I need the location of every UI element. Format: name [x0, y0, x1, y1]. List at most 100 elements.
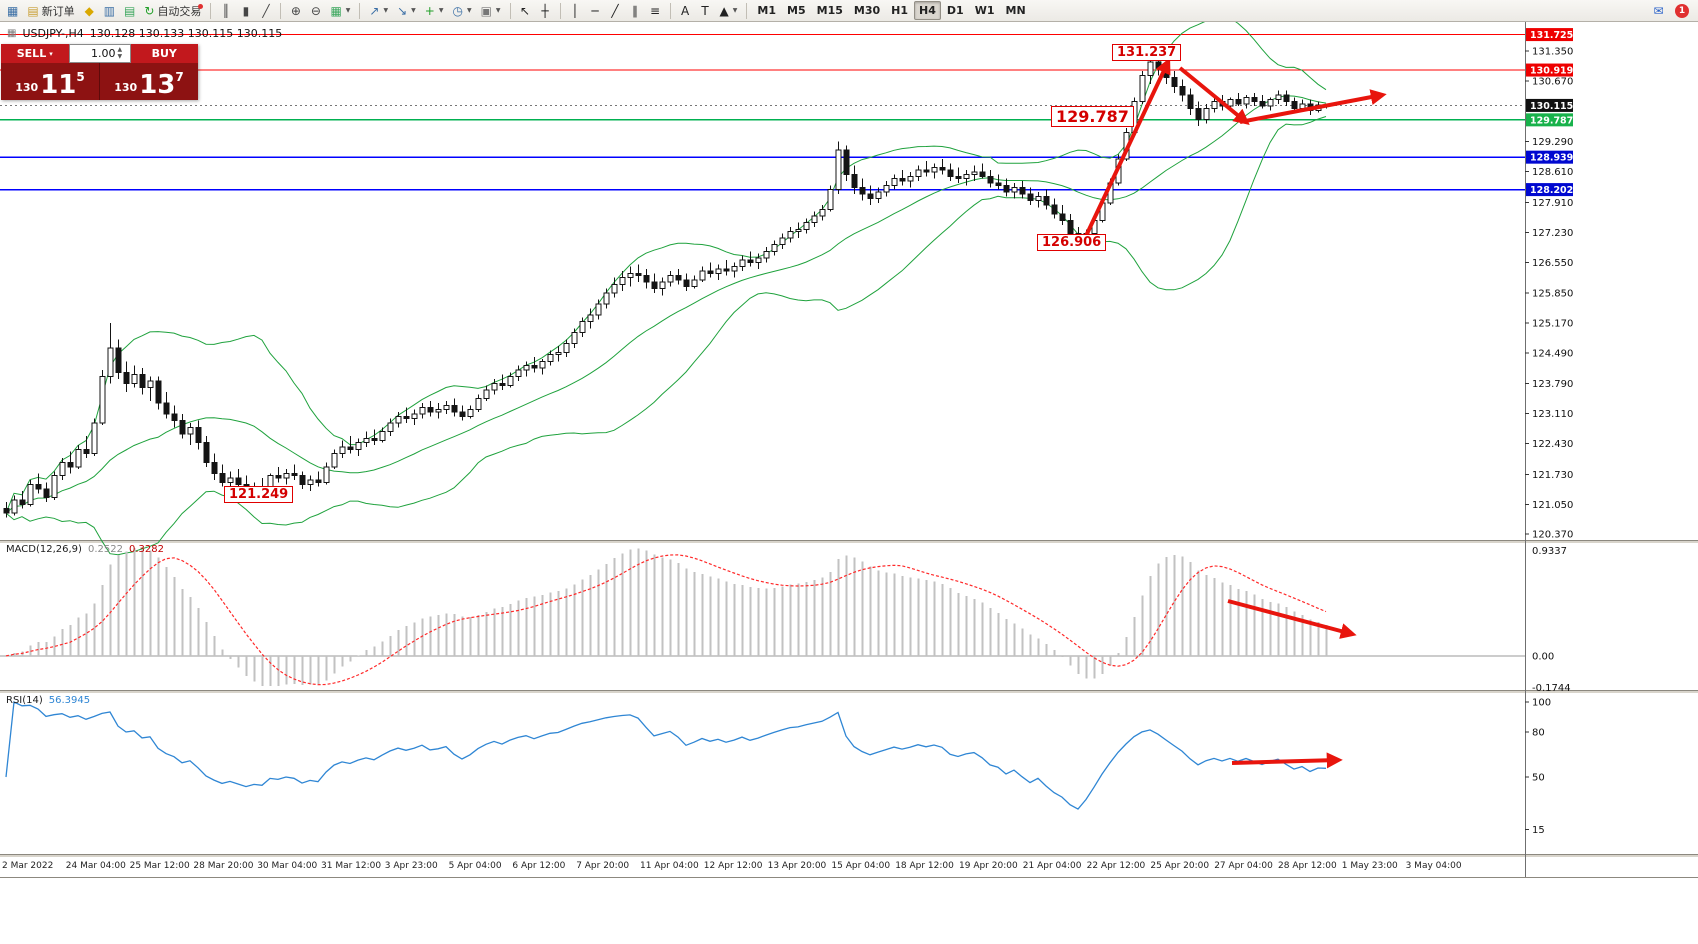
- svg-text:127.910: 127.910: [1532, 198, 1573, 209]
- tile-windows-icon[interactable]: ▦ ▼: [326, 1, 354, 20]
- svg-text:123.790: 123.790: [1532, 379, 1573, 390]
- timeframe-h1[interactable]: H1: [886, 1, 913, 20]
- timeframe-m30[interactable]: M30: [849, 1, 885, 20]
- line-chart-icon[interactable]: ╱: [256, 1, 275, 20]
- text-label-icon[interactable]: T: [696, 1, 715, 20]
- vertical-line-icon[interactable]: │: [566, 1, 585, 20]
- app-icon[interactable]: ▦: [3, 1, 22, 20]
- svg-text:50: 50: [1532, 773, 1545, 784]
- autotrading-button[interactable]: ↻ 自动交易: [140, 1, 205, 20]
- toolbar-separator: [559, 2, 561, 19]
- timeframe-w1[interactable]: W1: [970, 1, 1000, 20]
- timeframe-d1-label: D1: [946, 4, 964, 17]
- svg-text:28 Apr 12:00: 28 Apr 12:00: [1278, 861, 1337, 871]
- bar-chart-icon[interactable]: ║: [216, 1, 235, 20]
- crosshair-icon: ┼: [541, 3, 549, 18]
- horizontal-line-icon[interactable]: ─: [586, 1, 605, 20]
- price-axis: 131.350 130.670 129.290 128.610 127.910 127.2…: [1525, 47, 1573, 541]
- text-icon[interactable]: A: [676, 1, 695, 20]
- template-icon[interactable]: ▣ ▼: [477, 1, 505, 20]
- volume-input[interactable]: [69, 47, 118, 60]
- toolbar-separator: [509, 2, 511, 19]
- cursor-icon: ↖: [520, 3, 531, 18]
- sell-button[interactable]: SELL ▾: [1, 44, 69, 63]
- bollinger-bands: [5, 16, 1327, 556]
- macd-name: MACD(12,26,9): [6, 544, 82, 555]
- timeframe-m15[interactable]: M15: [812, 1, 848, 20]
- sell-price[interactable]: 130 11 5: [1, 63, 99, 100]
- gold-icon[interactable]: ◆: [80, 1, 99, 20]
- timeframe-h1-label: H1: [891, 4, 909, 17]
- add-indicator-icon[interactable]: + ▼: [421, 1, 448, 20]
- autotrading-button-icon: ↻: [144, 3, 155, 18]
- macd-signal-value: 0.3282: [128, 544, 164, 555]
- timeframe-h4[interactable]: H4: [914, 1, 941, 20]
- svg-text:28 Mar 20:00: 28 Mar 20:00: [193, 861, 253, 871]
- timeframe-m1[interactable]: M1: [752, 1, 781, 20]
- new-order-button[interactable]: ▤ 新订单: [23, 1, 78, 20]
- rsi-indicator-label: RSI(14) 56.3945: [6, 695, 90, 706]
- timeframe-m5[interactable]: M5: [782, 1, 811, 20]
- community-mail-icon[interactable]: ✉: [1649, 1, 1668, 20]
- objects-list-icon[interactable]: ↘ ▼: [393, 1, 420, 20]
- buy-price-prefix: 130: [114, 81, 138, 94]
- zoom-in-icon: ⊕: [290, 3, 301, 18]
- candlestick-chart-icon[interactable]: ▮: [236, 1, 255, 20]
- svg-text:3 May 04:00: 3 May 04:00: [1406, 861, 1462, 871]
- one-click-trading-panel: SELL ▾ ▲▼ BUY 130 11 5 130 13 7: [1, 44, 198, 100]
- toolbar-separator: [280, 2, 282, 19]
- timeframe-mn[interactable]: MN: [1001, 1, 1031, 20]
- volume-up-icon[interactable]: ▲: [117, 45, 123, 53]
- svg-text:129.290: 129.290: [1532, 137, 1573, 148]
- svg-text:5 Apr 04:00: 5 Apr 04:00: [449, 861, 502, 871]
- chevron-down-icon: ▼: [466, 7, 472, 14]
- timeframe-d1[interactable]: D1: [942, 1, 969, 20]
- svg-text:128.202: 128.202: [1530, 185, 1573, 196]
- macd-indicator-label: MACD(12,26,9) 0.2522 0.3282: [6, 544, 164, 555]
- period-icon[interactable]: ◷ ▼: [448, 1, 475, 20]
- volume-down-icon[interactable]: ▼: [117, 52, 123, 60]
- svg-text:13 Apr 20:00: 13 Apr 20:00: [768, 861, 827, 871]
- svg-text:15 Apr 04:00: 15 Apr 04:00: [831, 861, 890, 871]
- rsi-line: [5, 701, 1327, 810]
- svg-text:121.730: 121.730: [1532, 470, 1573, 481]
- trendline-icon[interactable]: ╱: [606, 1, 625, 20]
- sell-button-label: SELL: [16, 47, 47, 60]
- symbol-ohlc: 130.128 130.133 130.115 130.115: [89, 27, 283, 40]
- market-watch-icon[interactable]: ▥: [100, 1, 119, 20]
- svg-text:18 Apr 12:00: 18 Apr 12:00: [895, 861, 954, 871]
- gold-icon: ◆: [84, 3, 94, 18]
- chevron-down-icon: ▼: [345, 7, 351, 14]
- volume-field[interactable]: ▲▼: [68, 44, 131, 63]
- buy-price[interactable]: 130 13 7: [100, 63, 198, 100]
- crosshair-icon[interactable]: ┼: [536, 1, 555, 20]
- zoom-in-icon[interactable]: ⊕: [286, 1, 305, 20]
- svg-text:6 Apr 12:00: 6 Apr 12:00: [512, 861, 565, 871]
- indicators-icon[interactable]: ↗ ▼: [365, 1, 392, 20]
- notification-badge[interactable]: 1: [1675, 3, 1689, 18]
- shapes-icon[interactable]: ▲ ▼: [716, 1, 742, 20]
- status-dot-icon: [198, 4, 204, 9]
- zoom-out-icon[interactable]: ⊖: [306, 1, 325, 20]
- chevron-down-icon: ▼: [732, 7, 738, 14]
- toolbar-separator: [669, 2, 671, 19]
- data-window-icon: ▤: [124, 3, 136, 18]
- buy-button-label: BUY: [151, 47, 177, 60]
- fibonacci-icon[interactable]: ≡: [646, 1, 665, 20]
- channel-icon[interactable]: ∥: [626, 1, 645, 20]
- cursor-icon[interactable]: ↖: [516, 1, 535, 20]
- data-window-icon[interactable]: ▤: [120, 1, 139, 20]
- new-order-button-icon: ▤: [27, 3, 39, 18]
- svg-text:100: 100: [1532, 698, 1551, 709]
- bar-chart-icon: ║: [222, 3, 230, 18]
- svg-text:131.725: 131.725: [1530, 30, 1573, 41]
- svg-text:125.170: 125.170: [1532, 319, 1573, 330]
- svg-text:128.939: 128.939: [1530, 153, 1573, 164]
- volume-spinner[interactable]: ▲ ▼: [117, 45, 123, 60]
- svg-text:131.350: 131.350: [1532, 47, 1573, 58]
- toolbar-separator: [746, 2, 748, 19]
- symbol-title: USDJPY-,H4: [22, 27, 84, 40]
- buy-button[interactable]: BUY: [130, 44, 198, 63]
- svg-text:121.050: 121.050: [1532, 500, 1573, 511]
